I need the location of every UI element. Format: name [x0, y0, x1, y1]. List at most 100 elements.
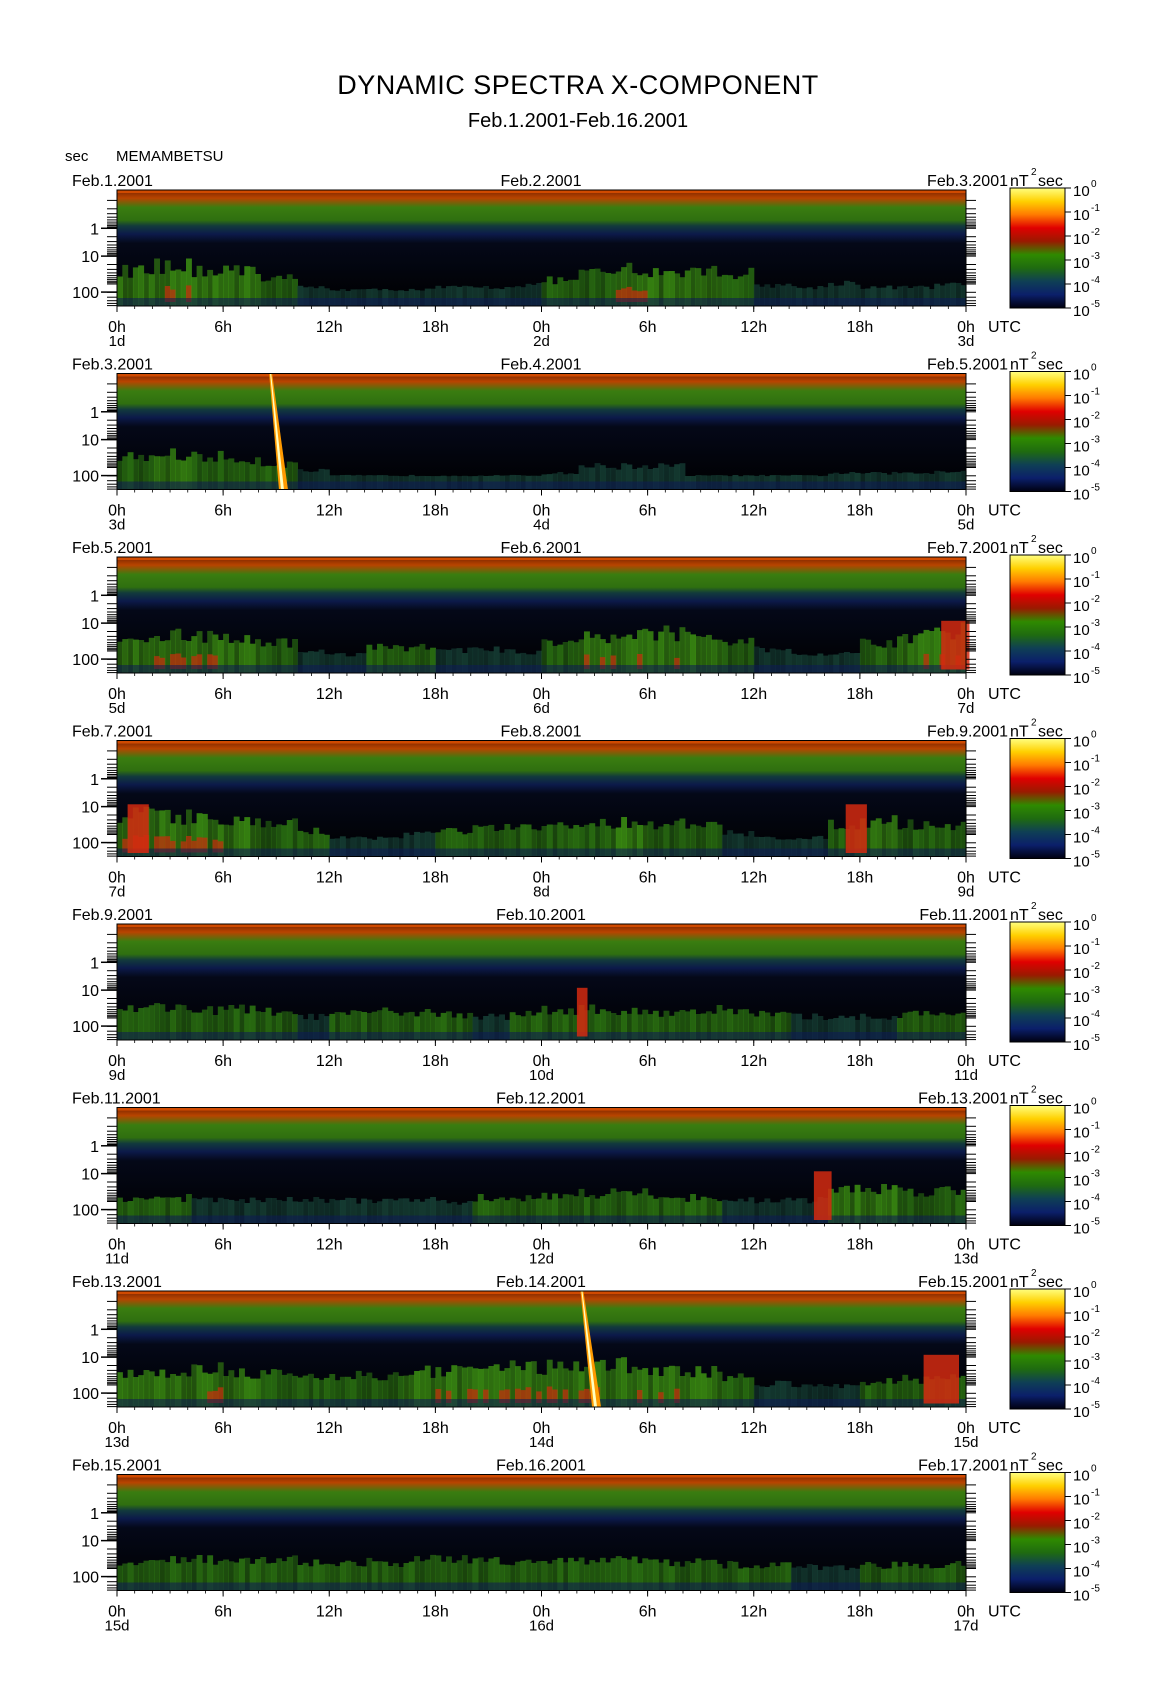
activity-column: [748, 1377, 755, 1407]
utc-label: UTC: [988, 319, 1021, 336]
activity-column: [806, 839, 813, 857]
activity-column: [780, 1562, 787, 1591]
activity-column: [928, 1014, 935, 1040]
activity-column: [605, 643, 612, 673]
activity-column: [233, 265, 240, 306]
activity-column: [605, 273, 612, 306]
activity-column: [440, 829, 447, 857]
activity-column: [382, 289, 389, 306]
activity-column: [297, 1014, 304, 1040]
colorbar-tick-label: 10: [1073, 574, 1090, 591]
activity-column: [764, 836, 771, 857]
day-label: 14d: [529, 1434, 554, 1451]
activity-column: [615, 469, 622, 490]
activity-column: [260, 466, 267, 490]
activity-column: [180, 640, 187, 673]
activity-column: [329, 1564, 336, 1591]
activity-peak: [578, 1390, 585, 1403]
activity-column: [530, 654, 537, 673]
activity-column: [520, 824, 527, 857]
colorbar-tick-exponent: 0: [1091, 1097, 1097, 1108]
activity-column: [260, 1557, 267, 1591]
activity-column: [467, 1563, 474, 1591]
activity-column: [323, 1563, 330, 1591]
activity-column: [515, 286, 521, 306]
activity-column: [313, 651, 320, 673]
activity-column: [186, 258, 192, 306]
activity-column: [339, 1199, 346, 1224]
panel-center-date: Feb.8.2001: [501, 724, 582, 741]
activity-column: [642, 1558, 649, 1591]
activity-column: [674, 273, 681, 306]
activity-column: [127, 452, 134, 490]
activity-column: [631, 1556, 638, 1591]
activity-column: [270, 1198, 277, 1224]
activity-column: [164, 1562, 171, 1591]
panel-left-date: Feb.11.2001: [72, 1091, 161, 1108]
activity-column: [844, 280, 850, 306]
activity-column: [154, 1003, 160, 1040]
activity-column: [212, 1564, 219, 1591]
colorbar-tick-label: 10: [1073, 487, 1090, 504]
activity-column: [117, 1009, 123, 1040]
activity-column: [281, 1011, 288, 1040]
colorbar-tick-label: 10: [1073, 1221, 1090, 1238]
activity-peak: [658, 1392, 665, 1403]
activity-column: [308, 471, 314, 490]
activity-column: [170, 1009, 176, 1040]
activity-column: [865, 827, 872, 857]
activity-column: [806, 655, 813, 673]
period-tick-label: 100: [72, 285, 99, 302]
panel-left-date: Feb.15.2001: [72, 1458, 162, 1475]
day-label: 13d: [953, 1251, 978, 1268]
activity-column: [546, 1359, 553, 1407]
activity-column: [217, 1560, 224, 1591]
activity-column: [950, 1190, 956, 1224]
activity-column: [186, 1010, 192, 1040]
day-label: 5d: [109, 700, 126, 717]
activity-column: [159, 1369, 166, 1407]
activity-column: [668, 1566, 675, 1591]
activity-column: [642, 628, 649, 673]
colorbar-tick-exponent: -3: [1091, 1169, 1100, 1180]
activity-column: [143, 642, 150, 673]
period-tick-label: 100: [72, 1386, 99, 1403]
activity-column: [881, 647, 887, 673]
activity-column: [796, 1387, 803, 1407]
activity-column: [690, 1009, 696, 1040]
activity-column: [504, 1200, 511, 1224]
activity-column: [297, 1201, 304, 1224]
activity-column: [568, 1194, 574, 1224]
activity-column: [684, 1011, 691, 1040]
activity-column: [467, 647, 474, 673]
activity-column: [361, 289, 367, 306]
time-tick-label: 12h: [740, 1604, 767, 1621]
activity-column: [308, 834, 314, 857]
day-label: 9d: [109, 1067, 126, 1084]
activity-column: [568, 1008, 574, 1040]
activity-column: [737, 1568, 744, 1591]
activity-column: [244, 635, 251, 673]
colorbar-tick-exponent: -1: [1091, 1488, 1100, 1499]
activity-column: [732, 833, 739, 857]
activity-column: [281, 825, 288, 857]
activity-column: [806, 1203, 813, 1224]
activity-column: [509, 1012, 516, 1040]
activity-column: [191, 1558, 198, 1591]
activity-column: [308, 1013, 314, 1040]
activity-column: [419, 1011, 426, 1040]
activity-column: [127, 638, 134, 673]
activity-column: [276, 1199, 283, 1224]
colorbar-tick-label: 10: [1073, 734, 1090, 751]
activity-column: [928, 289, 935, 306]
activity-column: [626, 827, 633, 857]
activity-column: [260, 1012, 267, 1040]
colorbar-unit-tail: sec: [1038, 907, 1063, 924]
activity-column: [308, 1373, 314, 1407]
activity-column: [318, 1198, 325, 1224]
activity-column: [886, 640, 893, 673]
activity-column: [143, 273, 150, 306]
period-tick-label: 10: [81, 1350, 99, 1367]
activity-column: [308, 1201, 314, 1224]
activity-column: [493, 1557, 500, 1591]
